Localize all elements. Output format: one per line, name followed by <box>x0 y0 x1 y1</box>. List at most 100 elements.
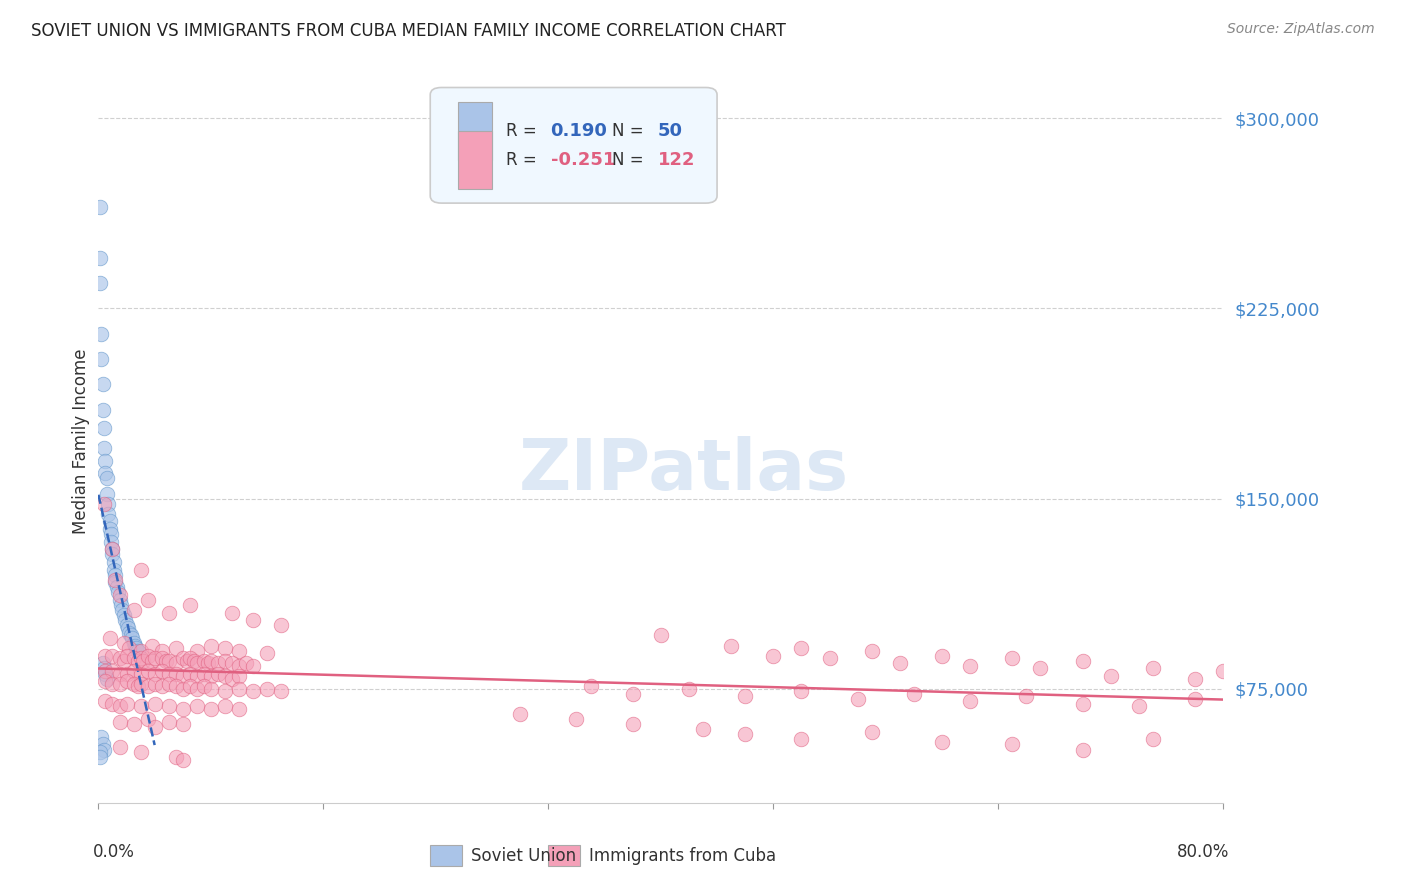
Point <box>186 669 208 683</box>
Point <box>89 276 111 290</box>
Point <box>96 471 118 485</box>
Point <box>172 651 194 665</box>
Point <box>678 681 700 696</box>
Point <box>122 676 145 690</box>
Point <box>129 699 152 714</box>
Point <box>242 684 264 698</box>
Point <box>115 648 138 663</box>
Point <box>117 621 139 635</box>
Point <box>129 643 152 657</box>
Point <box>115 666 138 681</box>
Point <box>136 593 159 607</box>
Text: ZIPatlas: ZIPatlas <box>519 436 848 505</box>
Point <box>104 567 127 582</box>
Point <box>172 669 194 683</box>
Point <box>93 497 115 511</box>
Text: Soviet Union: Soviet Union <box>471 847 576 864</box>
Point <box>200 639 222 653</box>
Text: 50: 50 <box>658 122 682 140</box>
Point <box>165 679 187 693</box>
Point <box>150 679 173 693</box>
Point <box>141 639 163 653</box>
Point <box>101 547 124 561</box>
Point <box>141 654 163 668</box>
Point <box>172 717 194 731</box>
Point <box>143 651 166 665</box>
Point <box>179 598 201 612</box>
Point <box>108 588 131 602</box>
Point <box>165 641 187 656</box>
Point <box>197 657 219 671</box>
Point <box>122 717 145 731</box>
Point <box>186 643 208 657</box>
Point <box>860 724 883 739</box>
Point <box>1001 651 1024 665</box>
Point <box>1071 654 1094 668</box>
Point <box>101 542 124 557</box>
Point <box>132 654 155 668</box>
Point <box>107 585 129 599</box>
FancyBboxPatch shape <box>458 102 492 160</box>
Point <box>97 507 120 521</box>
Point <box>228 702 250 716</box>
Point <box>176 654 198 668</box>
Point <box>94 453 117 467</box>
Point <box>120 628 142 642</box>
Point <box>93 742 115 756</box>
Point <box>143 676 166 690</box>
Point <box>118 626 141 640</box>
Point <box>112 654 135 668</box>
Point <box>228 643 250 657</box>
Point <box>214 654 236 668</box>
Point <box>221 657 243 671</box>
Point <box>734 690 756 704</box>
Point <box>959 659 981 673</box>
Point <box>111 603 134 617</box>
Text: R =: R = <box>506 122 541 140</box>
Text: 80.0%: 80.0% <box>1177 843 1229 861</box>
Point <box>1184 672 1206 686</box>
Point <box>221 672 243 686</box>
Point <box>94 694 117 708</box>
Text: Source: ZipAtlas.com: Source: ZipAtlas.com <box>1227 22 1375 37</box>
Point <box>256 681 278 696</box>
Point <box>108 666 131 681</box>
Point <box>136 712 159 726</box>
Point <box>103 563 125 577</box>
Point <box>94 648 117 663</box>
Point <box>129 563 152 577</box>
FancyBboxPatch shape <box>430 846 461 865</box>
Point <box>214 669 236 683</box>
Point <box>214 684 236 698</box>
Point <box>193 654 215 668</box>
Point <box>127 654 149 668</box>
Point <box>94 666 117 681</box>
Point <box>270 618 292 632</box>
Point <box>136 664 159 678</box>
Point <box>228 659 250 673</box>
Point <box>121 631 143 645</box>
Point <box>1071 697 1094 711</box>
Point <box>157 699 180 714</box>
Point <box>157 676 180 690</box>
Point <box>143 666 166 681</box>
Point <box>157 666 180 681</box>
Point <box>98 631 121 645</box>
Point <box>931 735 953 749</box>
Point <box>89 745 111 759</box>
Point <box>186 681 208 696</box>
Point <box>846 691 869 706</box>
Point <box>221 606 243 620</box>
Point <box>157 606 180 620</box>
Point <box>931 648 953 663</box>
Point <box>129 745 152 759</box>
Point <box>734 727 756 741</box>
Point <box>115 674 138 689</box>
Point <box>1029 661 1052 675</box>
Text: N =: N = <box>613 122 650 140</box>
FancyBboxPatch shape <box>430 87 717 203</box>
Point <box>104 573 127 587</box>
Point <box>143 720 166 734</box>
Point <box>108 739 131 754</box>
Point <box>1184 691 1206 706</box>
